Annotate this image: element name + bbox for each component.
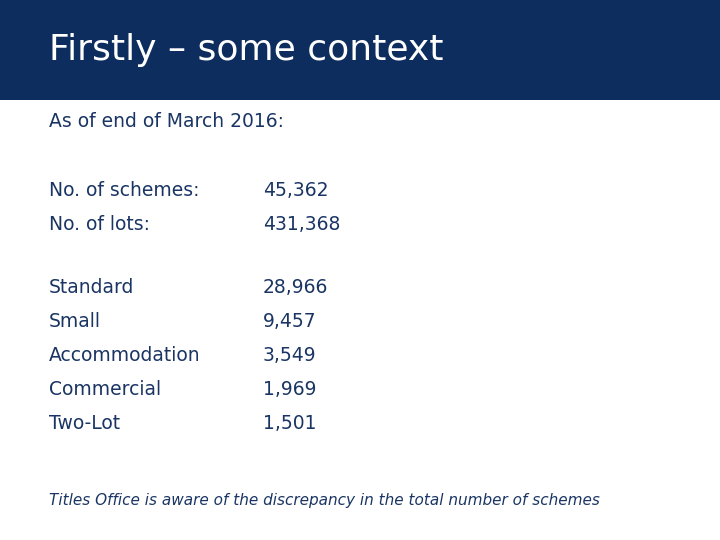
Text: 45,362: 45,362 (263, 180, 328, 200)
Text: 1,969: 1,969 (263, 380, 316, 400)
Text: No. of lots:: No. of lots: (49, 214, 150, 234)
Text: No. of schemes:: No. of schemes: (49, 180, 199, 200)
FancyBboxPatch shape (0, 0, 720, 100)
Text: Titles Office is aware of the discrepancy in the total number of schemes: Titles Office is aware of the discrepanc… (49, 492, 600, 508)
Text: As of end of March 2016:: As of end of March 2016: (49, 112, 284, 131)
Text: 9,457: 9,457 (263, 312, 316, 331)
Text: Small: Small (49, 312, 101, 331)
Text: 3,549: 3,549 (263, 346, 316, 365)
Text: 1,501: 1,501 (263, 414, 316, 434)
Text: Commercial: Commercial (49, 380, 161, 400)
Text: Two-Lot: Two-Lot (49, 414, 120, 434)
Text: Standard: Standard (49, 278, 135, 297)
Text: 28,966: 28,966 (263, 278, 328, 297)
Text: 431,368: 431,368 (263, 214, 340, 234)
Text: Firstly – some context: Firstly – some context (49, 33, 444, 67)
Text: Accommodation: Accommodation (49, 346, 201, 365)
